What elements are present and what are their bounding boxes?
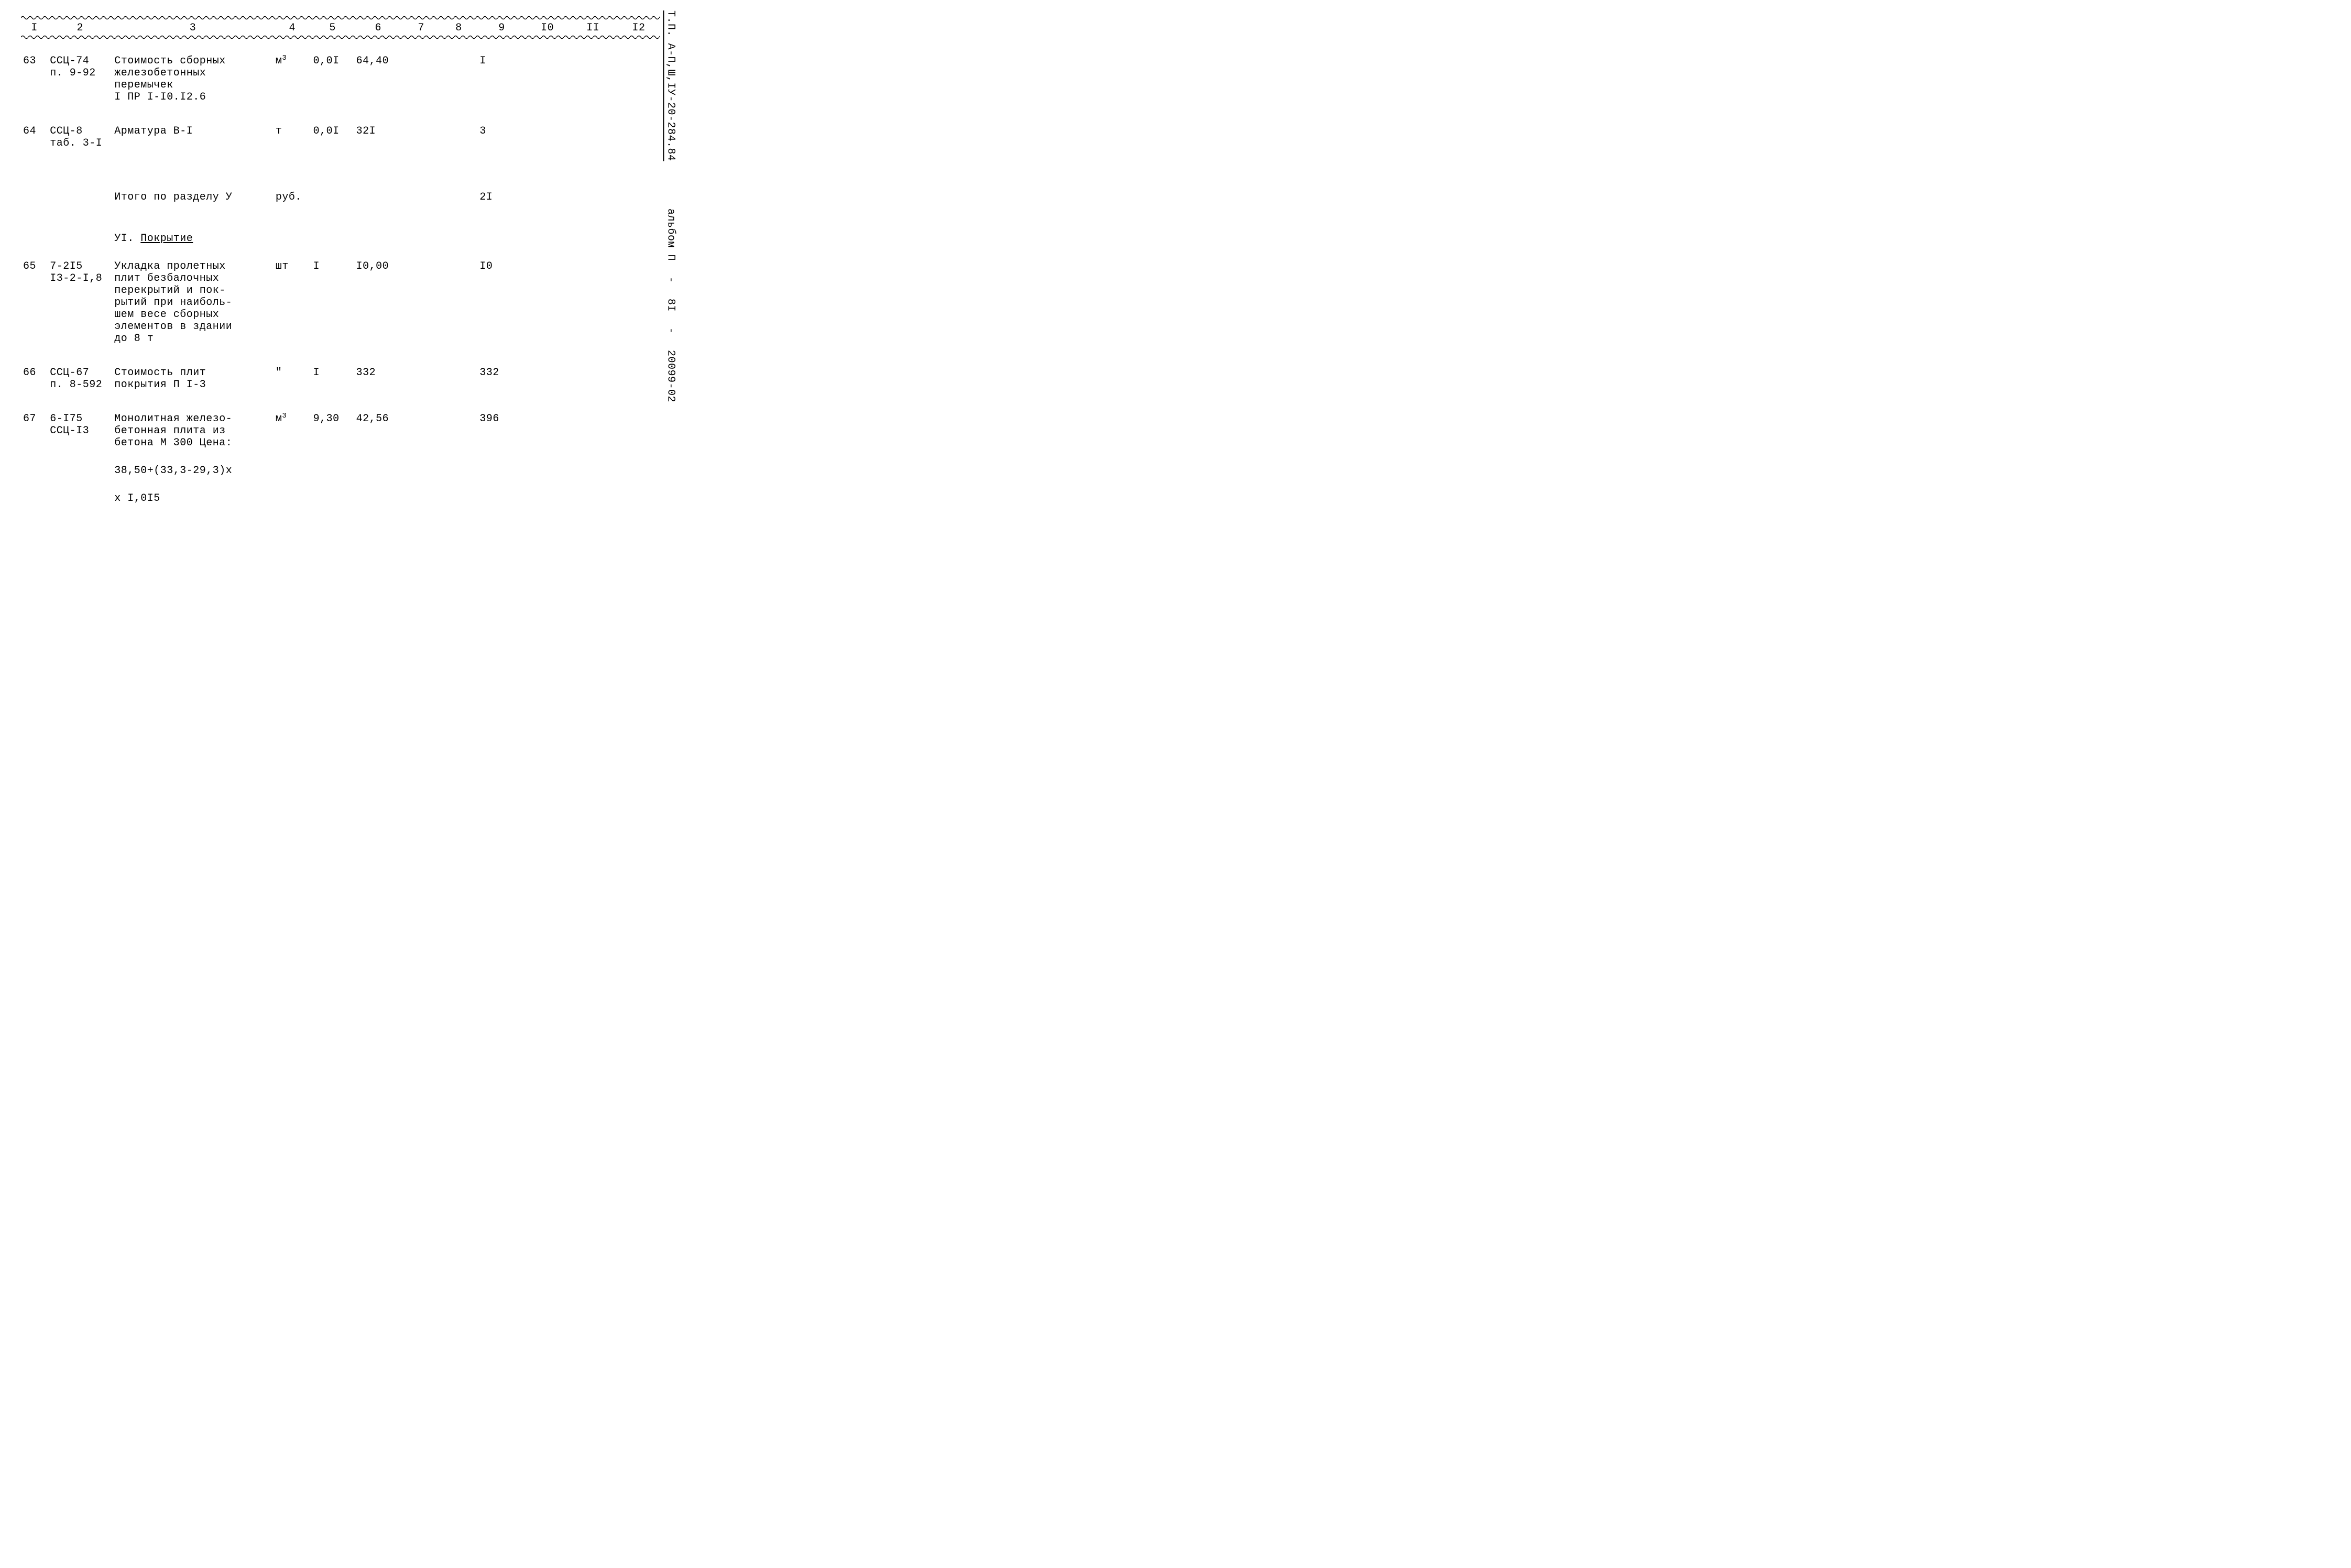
side-dash1: -	[665, 277, 677, 283]
col-7: 7	[402, 21, 440, 35]
unit-cell: м3	[274, 54, 311, 104]
code-cell: ССЦ-8таб. 3-I	[48, 124, 112, 150]
table-row: 657-2I5I3-2-I,8Укладка пролетныхплит без…	[21, 259, 660, 346]
description-cell: Арматура В-I	[112, 124, 274, 150]
unit-cell: м3	[274, 412, 311, 450]
col6-value: 64,40	[354, 54, 402, 104]
description-cell: х I,0I5	[112, 491, 274, 506]
col-2: 2	[48, 21, 112, 35]
col5-value: 0,0I	[311, 124, 354, 150]
col5-value: 9,30	[311, 412, 354, 450]
table-row: 63ССЦ-74п. 9-92Стоимость сборныхжелезобе…	[21, 54, 660, 104]
side-seg-b: альбом П	[665, 209, 677, 261]
side-margin-text: Т.П. А-П,Ш,IУ-20-284.84 альбом П - 8I - …	[663, 10, 678, 536]
wavy-rule	[21, 16, 660, 21]
table-row: 676-I75ССЦ-I3Монолитная железо-бетонная …	[21, 412, 660, 450]
col-1: I	[21, 21, 48, 35]
col9-value: 396	[477, 412, 526, 450]
side-dash2: -	[665, 327, 677, 334]
col5-value: 0,0I	[311, 54, 354, 104]
row-number: 67	[21, 412, 48, 450]
col6-value: 42,56	[354, 412, 402, 450]
row-number: 65	[21, 259, 48, 346]
table-row: 64ССЦ-8таб. 3-IАрматура В-Iт0,0I32I 3	[21, 124, 660, 150]
subtotal-label: Итого по разделу У	[112, 190, 274, 204]
code-cell: ССЦ-67п. 8-592	[48, 366, 112, 392]
estimate-table: I23456789I0III263ССЦ-74п. 9-92Стоимость …	[21, 16, 660, 525]
description-cell: Монолитная железо-бетонная плита избетон…	[112, 412, 274, 450]
side-seg-c: 8I	[665, 299, 677, 312]
code-cell: ССЦ-74п. 9-92	[48, 54, 112, 104]
col5-value: I	[311, 259, 354, 346]
row-number: 66	[21, 366, 48, 392]
col9-value: I0	[477, 259, 526, 346]
col9-value: 3	[477, 124, 526, 150]
col6-value: 32I	[354, 124, 402, 150]
unit-cell: "	[274, 366, 311, 392]
table-row-continuation: 38,50+(33,3-29,3)х	[21, 464, 660, 478]
col-4: 4	[274, 21, 311, 35]
row-number: 64	[21, 124, 48, 150]
col6-value: I0,00	[354, 259, 402, 346]
col-12: I2	[617, 21, 660, 35]
subtotal-row: Итого по разделу Уруб. 2I	[21, 190, 660, 204]
code-cell: 6-I75ССЦ-I3	[48, 412, 112, 450]
col-11: II	[569, 21, 617, 35]
col6-value: 332	[354, 366, 402, 392]
col9-value: 332	[477, 366, 526, 392]
description-cell: Укладка пролетныхплит безбалочныхперекры…	[112, 259, 274, 346]
col-10: I0	[526, 21, 569, 35]
description-cell: Стоимость сборныхжелезобетонныхперемычек…	[112, 54, 274, 104]
col-3: 3	[112, 21, 274, 35]
col-8: 8	[440, 21, 478, 35]
table-row: 66ССЦ-67п. 8-592Стоимость плитпокрытия П…	[21, 366, 660, 392]
section-title-cell: УI. Покрытие	[112, 232, 274, 246]
col-9: 9	[477, 21, 526, 35]
unit-cell: т	[274, 124, 311, 150]
col9-value: 2I	[477, 190, 526, 204]
unit-cell: шт	[274, 259, 311, 346]
column-header-row: I23456789I0III2	[21, 21, 660, 35]
page: Т.П. А-П,Ш,IУ-20-284.84 альбом П - 8I - …	[0, 0, 681, 546]
side-seg-a: Т.П. А-П,Ш,IУ-20-284.84	[665, 10, 677, 161]
description-cell: 38,50+(33,3-29,3)х	[112, 464, 274, 478]
row-number: 63	[21, 54, 48, 104]
section-heading: УI. Покрытие	[21, 232, 660, 246]
col-6: 6	[354, 21, 402, 35]
col9-value: I	[477, 54, 526, 104]
wavy-rule	[21, 35, 660, 40]
unit: руб.	[274, 190, 311, 204]
side-seg-d: 20099-02	[665, 350, 677, 402]
table-row-continuation: х I,0I5	[21, 491, 660, 506]
description-cell: Стоимость плитпокрытия П I-3	[112, 366, 274, 392]
col-5: 5	[311, 21, 354, 35]
code-cell: 7-2I5I3-2-I,8	[48, 259, 112, 346]
col5-value: I	[311, 366, 354, 392]
